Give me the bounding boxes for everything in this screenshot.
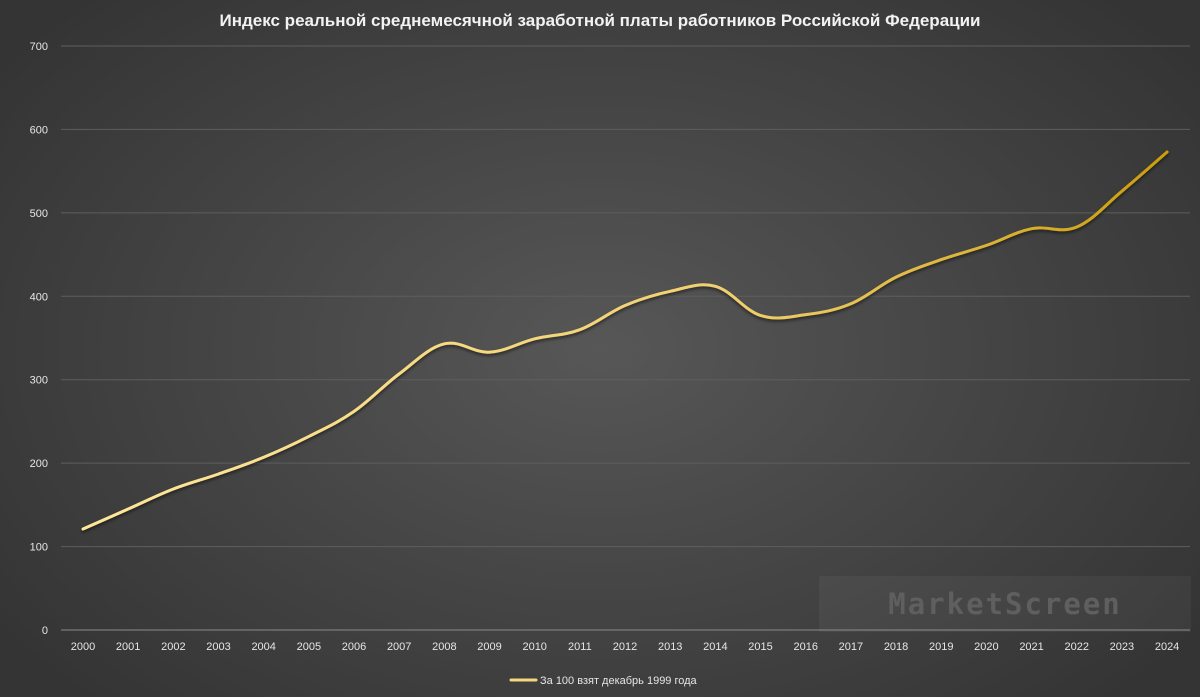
data-point-2004 [262, 455, 266, 459]
y-tick-label: 100 [30, 542, 48, 554]
x-tick-label: 2016 [793, 641, 817, 653]
legend-label: За 100 взят декабрь 1999 года [540, 675, 698, 687]
data-point-2012 [623, 303, 627, 307]
x-tick-label: 2023 [1110, 641, 1134, 653]
x-tick-label: 2009 [477, 641, 501, 653]
chart-title: Индекс реальной среднемесячной заработно… [219, 11, 980, 30]
data-point-2009 [488, 350, 492, 354]
x-tick-label: 2015 [748, 641, 772, 653]
data-point-2018 [894, 275, 898, 279]
x-tick-label: 2019 [929, 641, 953, 653]
y-tick-label: 600 [30, 124, 48, 136]
watermark-box [819, 576, 1191, 632]
data-point-2017 [849, 302, 853, 306]
x-tick-label: 2011 [568, 641, 592, 653]
x-tick-label: 2005 [297, 641, 321, 653]
data-point-2020 [984, 243, 988, 247]
y-axis: 0 100 200 300 400 500 600 700 [30, 41, 48, 637]
x-tick-label: 2010 [522, 641, 546, 653]
series-layer [81, 150, 1169, 531]
x-tick-label: 2024 [1155, 641, 1179, 653]
y-tick-label: 300 [30, 375, 48, 387]
x-tick-label: 2006 [342, 641, 366, 653]
data-point-2014 [713, 284, 717, 288]
x-tick-label: 2001 [116, 641, 140, 653]
x-tick-label: 2022 [1064, 641, 1088, 653]
data-point-2002 [171, 487, 175, 491]
data-point-2013 [668, 289, 672, 293]
data-point-2003 [217, 472, 221, 476]
gridlines [61, 45, 1190, 548]
x-tick-label: 2021 [1019, 641, 1043, 653]
x-tick-label: 2017 [839, 641, 863, 653]
y-tick-label: 0 [42, 625, 48, 637]
data-point-2019 [939, 258, 943, 262]
watermark-text: MarketScreen [888, 587, 1122, 621]
data-point-2006 [352, 409, 356, 413]
series-line [81, 150, 1169, 531]
x-tick-label: 2003 [206, 641, 230, 653]
x-tick-label: 2018 [884, 641, 908, 653]
data-point-2016 [804, 313, 808, 317]
data-point-2024 [1165, 150, 1169, 154]
data-point-2011 [578, 328, 582, 332]
data-point-2021 [1030, 227, 1034, 231]
data-point-2015 [759, 313, 763, 317]
x-tick-label: 2020 [974, 641, 998, 653]
watermark: MarketScreen [819, 576, 1191, 632]
y-tick-label: 500 [30, 208, 48, 220]
x-tick-label: 2008 [432, 641, 456, 653]
data-point-2022 [1075, 225, 1079, 229]
y-tick-label: 400 [30, 291, 48, 303]
y-tick-label: 700 [30, 41, 48, 53]
x-tick-label: 2013 [658, 641, 682, 653]
x-tick-label: 2012 [613, 641, 637, 653]
data-point-2010 [533, 337, 537, 341]
data-point-2008 [442, 342, 446, 346]
x-axis: 2000 2001 2002 2003 2004 2005 2006 2007 2008 2009… [61, 629, 1190, 653]
data-point-2007 [397, 372, 401, 376]
data-point-2023 [1120, 189, 1124, 193]
y-tick-label: 200 [30, 458, 48, 470]
x-tick-label: 2002 [161, 641, 185, 653]
data-point-2000 [81, 527, 85, 531]
x-tick-label: 2000 [71, 641, 95, 653]
data-point-2001 [126, 507, 130, 511]
x-tick-label: 2014 [703, 641, 727, 653]
legend: За 100 взят декабрь 1999 года [509, 675, 698, 687]
x-tick-label: 2004 [251, 641, 275, 653]
data-point-2005 [307, 434, 311, 438]
x-tick-label: 2007 [387, 641, 411, 653]
